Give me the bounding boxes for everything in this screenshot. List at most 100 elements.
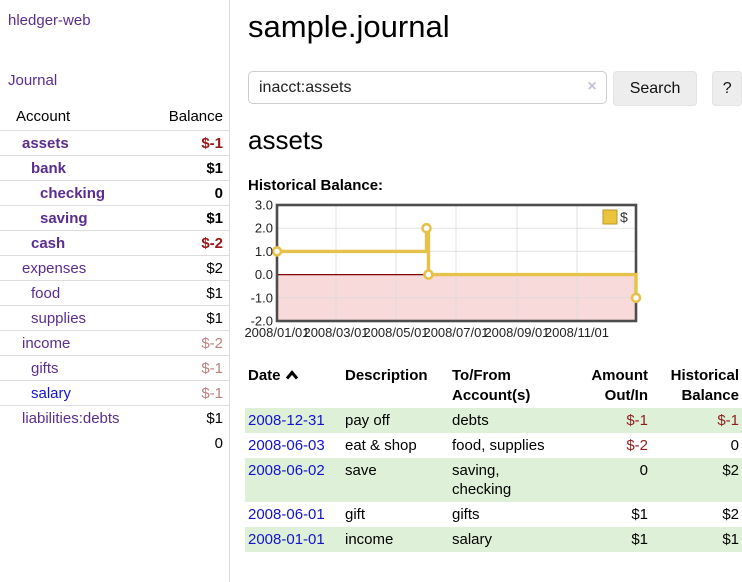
page-title: sample.journal (248, 9, 450, 44)
register-row: 2008-06-02 save saving, checking 0 $2 (245, 458, 742, 502)
transaction-description: eat & shop (345, 437, 417, 454)
account-link[interactable]: gifts (31, 359, 59, 377)
account-link[interactable]: income (22, 334, 71, 352)
register-header-balance: Historical Balance (670, 367, 739, 404)
svg-text:1.0: 1.0 (255, 244, 273, 259)
historical-balance-chart: $3.0 2.0 1.0 0.0 -1.0 -2.02008/01/012008/03/0… (244, 199, 642, 340)
account-row: cash $-2 (0, 230, 229, 256)
help-button[interactable]: ? (712, 71, 742, 106)
account-balance: $2 (142, 255, 229, 281)
transaction-date-link[interactable]: 2008-12-31 (248, 412, 325, 429)
account-row: gifts $-1 (0, 355, 229, 381)
account-link[interactable]: supplies (31, 309, 87, 327)
register-row: 2008-06-03 eat & shop food, supplies $-2 0 (245, 433, 742, 458)
account-row: liabilities:debts $1 (0, 405, 229, 431)
main-content: sample.journal × Search ? assets Histori… (231, 0, 742, 582)
account-row: checking 0 (0, 180, 229, 206)
account-balance: $-1 (201, 134, 223, 152)
account-row: assets $-1 (0, 131, 229, 156)
accounts-header-balance: Balance (142, 104, 229, 131)
register-row: 2008-12-31 pay off debts $-1 $-1 (245, 408, 742, 433)
transaction-accounts: salary (452, 531, 493, 548)
account-balance: $-2 (142, 330, 229, 356)
svg-text:2008/11/01: 2008/11/01 (545, 325, 609, 340)
transaction-accounts: saving, checking (452, 462, 512, 498)
account-balance: $-1 (142, 355, 229, 381)
transaction-description: gift (345, 506, 366, 523)
register-header-date-label: Date (248, 367, 281, 384)
svg-text:0.0: 0.0 (255, 267, 273, 282)
transaction-date-link[interactable]: 2008-06-03 (248, 437, 325, 454)
register-row: 2008-01-01 income salary $1 $1 (245, 527, 742, 552)
account-balance: $1 (142, 280, 229, 306)
clear-search-icon[interactable]: × (587, 78, 597, 95)
account-balance: $1 (142, 305, 229, 331)
svg-text:2008/07/01: 2008/07/01 (423, 325, 488, 340)
account-balance: $1 (142, 405, 229, 431)
account-link[interactable]: cash (31, 234, 66, 252)
accounts-header-account: Account (0, 104, 143, 131)
register-row: 2008-06-01 gift gifts $1 $2 (245, 502, 742, 527)
transaction-date-link[interactable]: 2008-06-02 (248, 462, 325, 479)
search-button[interactable]: Search (612, 71, 698, 106)
svg-text:2008/05/01: 2008/05/01 (363, 325, 428, 340)
accounts-table: Account Balance assets $-1 bank $1 checking 0… (0, 104, 229, 456)
transaction-amount: $1 (631, 506, 648, 523)
svg-text:3.0: 3.0 (255, 199, 273, 213)
account-link[interactable]: bank (31, 159, 67, 177)
account-row: food $1 (0, 280, 229, 306)
transaction-amount: $-2 (626, 437, 648, 454)
register-header-amount: Amount Out/In (591, 367, 648, 404)
transaction-date-link[interactable]: 2008-01-01 (248, 531, 325, 548)
transaction-accounts: food, supplies (452, 437, 545, 454)
svg-text:-2.0: -2.0 (251, 314, 273, 329)
account-balance: $1 (142, 205, 229, 231)
transaction-amount: 0 (639, 462, 648, 479)
svg-text:2008/09/01: 2008/09/01 (484, 325, 549, 340)
account-balance: $1 (142, 155, 229, 181)
account-link[interactable]: checking (40, 184, 106, 202)
svg-text:-1.0: -1.0 (251, 290, 273, 305)
transaction-description: save (345, 462, 377, 479)
svg-text:2008/01/01: 2008/01/01 (244, 325, 309, 340)
account-title: assets (248, 125, 324, 155)
account-link[interactable]: saving (40, 209, 88, 227)
transaction-accounts: gifts (452, 506, 480, 523)
app-title-link[interactable]: hledger-web (8, 12, 91, 29)
transaction-balance: 0 (730, 437, 739, 454)
account-link[interactable]: salary (31, 384, 72, 402)
account-link[interactable]: expenses (22, 259, 87, 277)
transaction-balance: $1 (722, 531, 739, 548)
transaction-balance: $2 (722, 462, 739, 479)
account-balance: $-1 (142, 380, 229, 406)
sort-ascending-icon (285, 367, 299, 387)
search-box: × (248, 71, 607, 104)
account-balance: 0 (142, 180, 229, 206)
register-header-accounts: To/From Account(s) (452, 367, 531, 404)
account-row: income $-2 (0, 330, 229, 356)
register-header-date[interactable]: Date (245, 364, 342, 408)
account-link[interactable]: food (31, 284, 61, 302)
account-link[interactable]: liabilities:debts (22, 409, 120, 427)
search-row: × Search ? (248, 71, 742, 106)
account-row: expenses $2 (0, 255, 229, 281)
sidebar-item-journal[interactable]: Journal (8, 72, 58, 89)
svg-text:$: $ (620, 209, 628, 225)
chart-label: Historical Balance: (248, 177, 384, 194)
account-row: salary $-1 (0, 380, 229, 406)
transaction-description: income (345, 531, 394, 548)
accounts-total-spacer (0, 431, 142, 456)
account-balance: $-2 (142, 230, 229, 256)
transaction-amount: $1 (631, 531, 648, 548)
search-input[interactable] (248, 71, 607, 104)
register-table: Date Description To/From Account(s) Amoun… (245, 364, 742, 552)
transaction-balance: $-1 (717, 412, 739, 429)
transaction-date-link[interactable]: 2008-06-01 (248, 506, 325, 523)
register-header-description: Description (345, 367, 428, 384)
svg-text:2.0: 2.0 (255, 221, 273, 236)
transaction-accounts: debts (452, 412, 489, 429)
account-link[interactable]: assets (22, 134, 69, 152)
transaction-description: pay off (345, 412, 390, 429)
transaction-balance: $2 (722, 506, 739, 523)
account-row: saving $1 (0, 205, 229, 231)
